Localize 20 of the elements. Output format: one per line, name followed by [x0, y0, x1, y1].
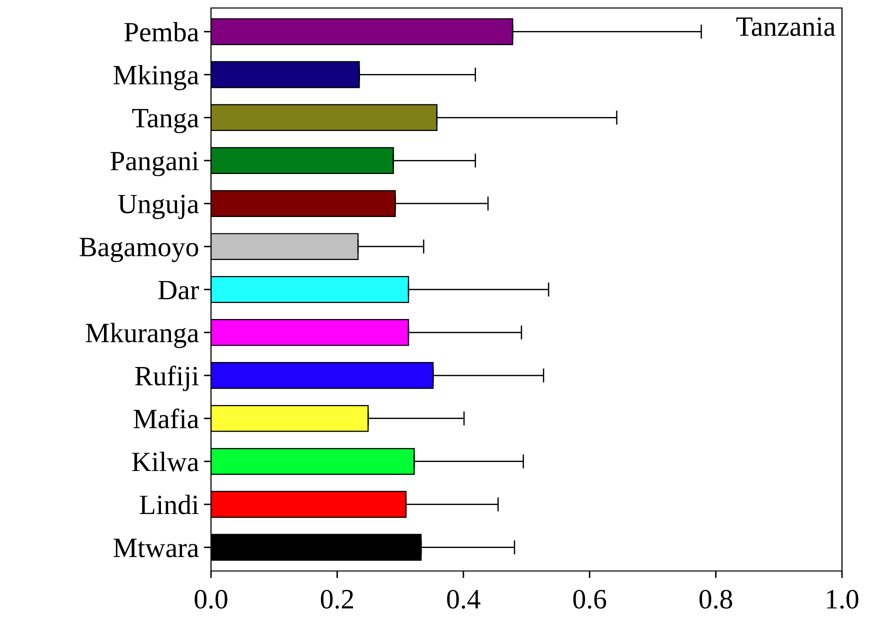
- y-tick-label: Mkinga: [114, 64, 199, 90]
- y-tick-label: Pangani: [110, 152, 199, 176]
- y-tick-label: Dar: [158, 280, 199, 300]
- y-tick-label: Mtwara: [114, 538, 199, 558]
- y-tick-label: Mafia: [134, 408, 199, 428]
- x-tick-label: 0.6: [573, 590, 606, 609]
- y-tick-label: Tanga: [132, 109, 199, 134]
- x-tick-label: 0.4: [447, 590, 480, 609]
- y-tick-label: Rufiji: [135, 366, 199, 392]
- x-tick-label: 0.0: [194, 590, 228, 609]
- y-tick-label: Bagamoyo: [80, 238, 198, 262]
- y-tick-label: Unguja: [118, 194, 199, 220]
- y-tick-label: Mkuranga: [86, 322, 199, 348]
- x-tick-label: 0.8: [700, 590, 732, 609]
- x-tick-label: 1.0: [827, 590, 858, 609]
- y-tick-label: Lindi: [140, 494, 199, 514]
- y-tick-label: Pemba: [124, 22, 199, 42]
- x-tick-label: 0.2: [320, 590, 354, 609]
- annotation: Tanzania: [736, 17, 836, 36]
- y-tick-label: Kilwa: [132, 452, 199, 472]
